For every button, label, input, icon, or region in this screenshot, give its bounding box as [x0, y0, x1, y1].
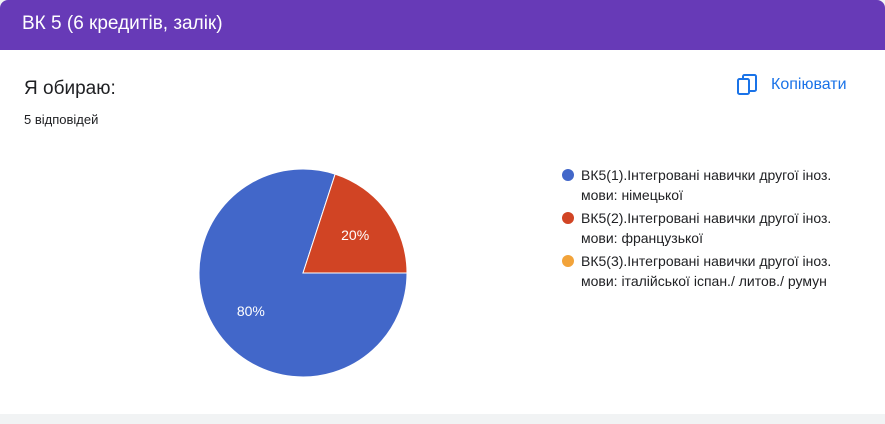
legend-item-2[interactable]: ВК5(2).Інтегровані навички другої іноз. … [562, 208, 862, 248]
pie-slice-1[interactable] [198, 168, 408, 378]
response-count: 5 відповідей [24, 112, 99, 127]
legend-label: ВК5(1).Інтегровані навички другої іноз. … [581, 167, 832, 203]
copy-icon [737, 74, 757, 95]
copy-button[interactable]: Копіювати [735, 72, 847, 98]
legend-item-3[interactable]: ВК5(3).Інтегровані навички другої іноз. … [562, 251, 862, 291]
legend-swatch [562, 212, 574, 224]
legend-label: ВК5(2).Інтегровані навички другої іноз. … [581, 210, 832, 246]
legend-item-1[interactable]: ВК5(1).Інтегровані навички другої іноз. … [562, 165, 862, 205]
copy-button-label: Копіювати [771, 76, 847, 93]
form-section-title: ВК 5 (6 кредитів, залік) [22, 13, 223, 34]
legend-swatch [562, 169, 574, 181]
question-summary-card: Я обираю: 5 відповідей Копіювати 80% 20% … [0, 50, 885, 414]
pie-slice-label-2: 20% [341, 227, 369, 243]
legend-swatch [562, 255, 574, 267]
question-title: Я обираю: [24, 78, 116, 99]
pie-slice-label-1: 80% [237, 303, 265, 319]
chart-legend: ВК5(1).Інтегровані навички другої іноз. … [562, 165, 862, 294]
legend-label: ВК5(3).Інтегровані навички другої іноз. … [581, 253, 832, 289]
pie-chart: 80% 20% [198, 168, 408, 378]
form-header: ВК 5 (6 кредитів, залік) [0, 0, 885, 50]
pie-slice-2[interactable] [302, 173, 408, 274]
